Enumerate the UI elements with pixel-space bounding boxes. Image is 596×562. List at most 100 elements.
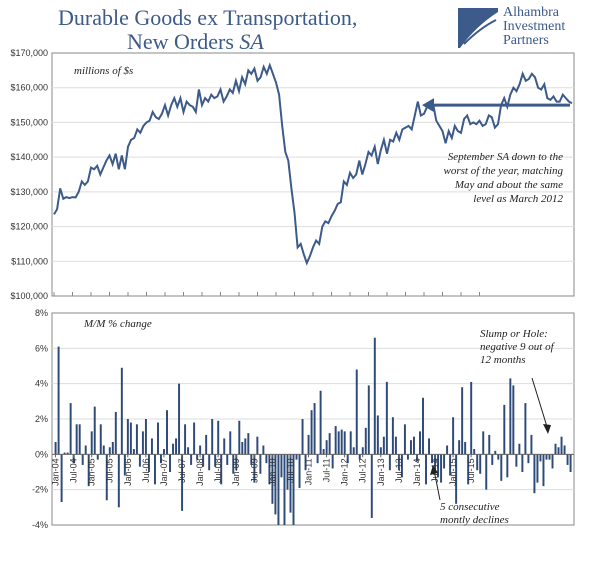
bar <box>108 447 111 455</box>
bar <box>163 449 165 455</box>
top-ytick-label: $120,000 <box>10 222 48 232</box>
bar <box>274 454 277 515</box>
logo-text-1: Alhambra <box>503 5 559 20</box>
bottom-ytick-label: 2% <box>35 414 48 424</box>
bar <box>60 454 63 503</box>
bottom-ytick-label: -4% <box>32 520 48 530</box>
bar <box>105 454 108 501</box>
bar <box>66 452 69 455</box>
bar <box>419 431 421 455</box>
bar <box>509 378 512 455</box>
bar <box>126 419 129 455</box>
bar <box>322 449 325 455</box>
bar <box>379 447 382 455</box>
bar <box>226 454 229 465</box>
bottom-ylabel: M/M % change <box>83 318 152 330</box>
bar <box>313 403 316 455</box>
bottom-xtick-label: Jan-09 <box>231 458 241 486</box>
bar <box>569 454 572 472</box>
bar <box>304 454 307 471</box>
bottom-xtick-label: Jan-06 <box>123 458 133 486</box>
bar <box>316 454 319 464</box>
bar <box>497 454 500 460</box>
bottom-xtick-label: Jan-15 <box>448 458 458 486</box>
bar <box>211 419 214 455</box>
bottom-xtick-label: Jan-12 <box>340 458 350 486</box>
bottom-xtick-label: Jan-05 <box>87 458 97 486</box>
bar <box>551 454 554 469</box>
bottom-xtick-label: Jan-07 <box>159 458 169 486</box>
bar <box>416 454 418 462</box>
bar <box>232 454 235 474</box>
bar <box>244 438 247 455</box>
bottom-ytick-label: 4% <box>35 379 48 389</box>
bar <box>394 436 397 455</box>
bar <box>268 454 271 485</box>
top-ytick-label: $100,000 <box>10 291 48 301</box>
bar <box>181 454 184 511</box>
bottom-xtick-label: Jan-11 <box>303 458 313 485</box>
top-ytick-label: $150,000 <box>10 117 48 127</box>
bar <box>172 443 175 455</box>
bar <box>473 449 476 455</box>
bar <box>187 447 190 455</box>
bar <box>283 454 286 525</box>
bar <box>455 454 458 504</box>
bar <box>446 445 449 455</box>
bar <box>461 387 464 455</box>
bar <box>178 383 181 455</box>
slump-annotation-line: Slump or Hole: <box>480 328 548 340</box>
bottom-xtick-label: Jul-04 <box>69 458 79 483</box>
bar <box>376 415 379 455</box>
bar <box>554 443 557 455</box>
bar <box>406 454 409 460</box>
bar <box>382 436 385 455</box>
bottom-ytick-label: -2% <box>32 485 48 495</box>
bar <box>57 346 60 455</box>
bar <box>217 420 220 455</box>
alhambra-logo-icon <box>458 8 498 48</box>
bar <box>422 397 424 455</box>
top-annotation-line: September SA down to the <box>448 151 563 163</box>
bar <box>277 454 280 525</box>
bar <box>482 431 485 455</box>
bar <box>488 434 491 455</box>
bottom-xtick-label: Jul-08 <box>213 458 223 483</box>
bar <box>557 447 560 455</box>
top-annotation-line: level as March 2012 <box>473 193 563 205</box>
bar <box>63 452 66 455</box>
bar <box>367 385 370 455</box>
bar <box>117 454 120 508</box>
bar <box>289 454 292 513</box>
bar <box>157 422 159 455</box>
bar <box>90 431 93 455</box>
bar <box>464 441 467 455</box>
bar <box>319 390 322 455</box>
bar <box>503 404 506 455</box>
bottom-ytick-label: 6% <box>35 343 48 353</box>
bar <box>358 454 361 460</box>
series-line <box>53 62 573 266</box>
bar <box>485 454 488 490</box>
bar <box>337 431 340 455</box>
top-annotation-line: May and about the same <box>454 179 563 191</box>
bar <box>111 441 114 455</box>
bar <box>298 454 301 488</box>
declines-annotation-line: montly declines <box>440 514 509 526</box>
declines-pointer-head <box>430 465 438 475</box>
top-ytick-label: $140,000 <box>10 152 48 162</box>
bar <box>193 422 196 455</box>
bottom-panel: -4% -2% 0% 2% 4% 6% 8% M/M % change Jan-04 Jul-… <box>32 308 575 530</box>
bar <box>153 454 156 485</box>
bar <box>440 454 443 483</box>
bar <box>93 406 96 455</box>
bar <box>138 454 141 467</box>
bar <box>135 424 138 455</box>
bar <box>259 454 262 474</box>
bar <box>205 434 208 455</box>
bottom-xtick-label: Jul-05 <box>105 458 115 483</box>
bar <box>238 420 241 455</box>
bar <box>160 454 162 464</box>
top-panel: $100,000 $110,000 $120,000 $130,000 $140,000… <box>10 48 575 301</box>
bar <box>388 454 391 471</box>
